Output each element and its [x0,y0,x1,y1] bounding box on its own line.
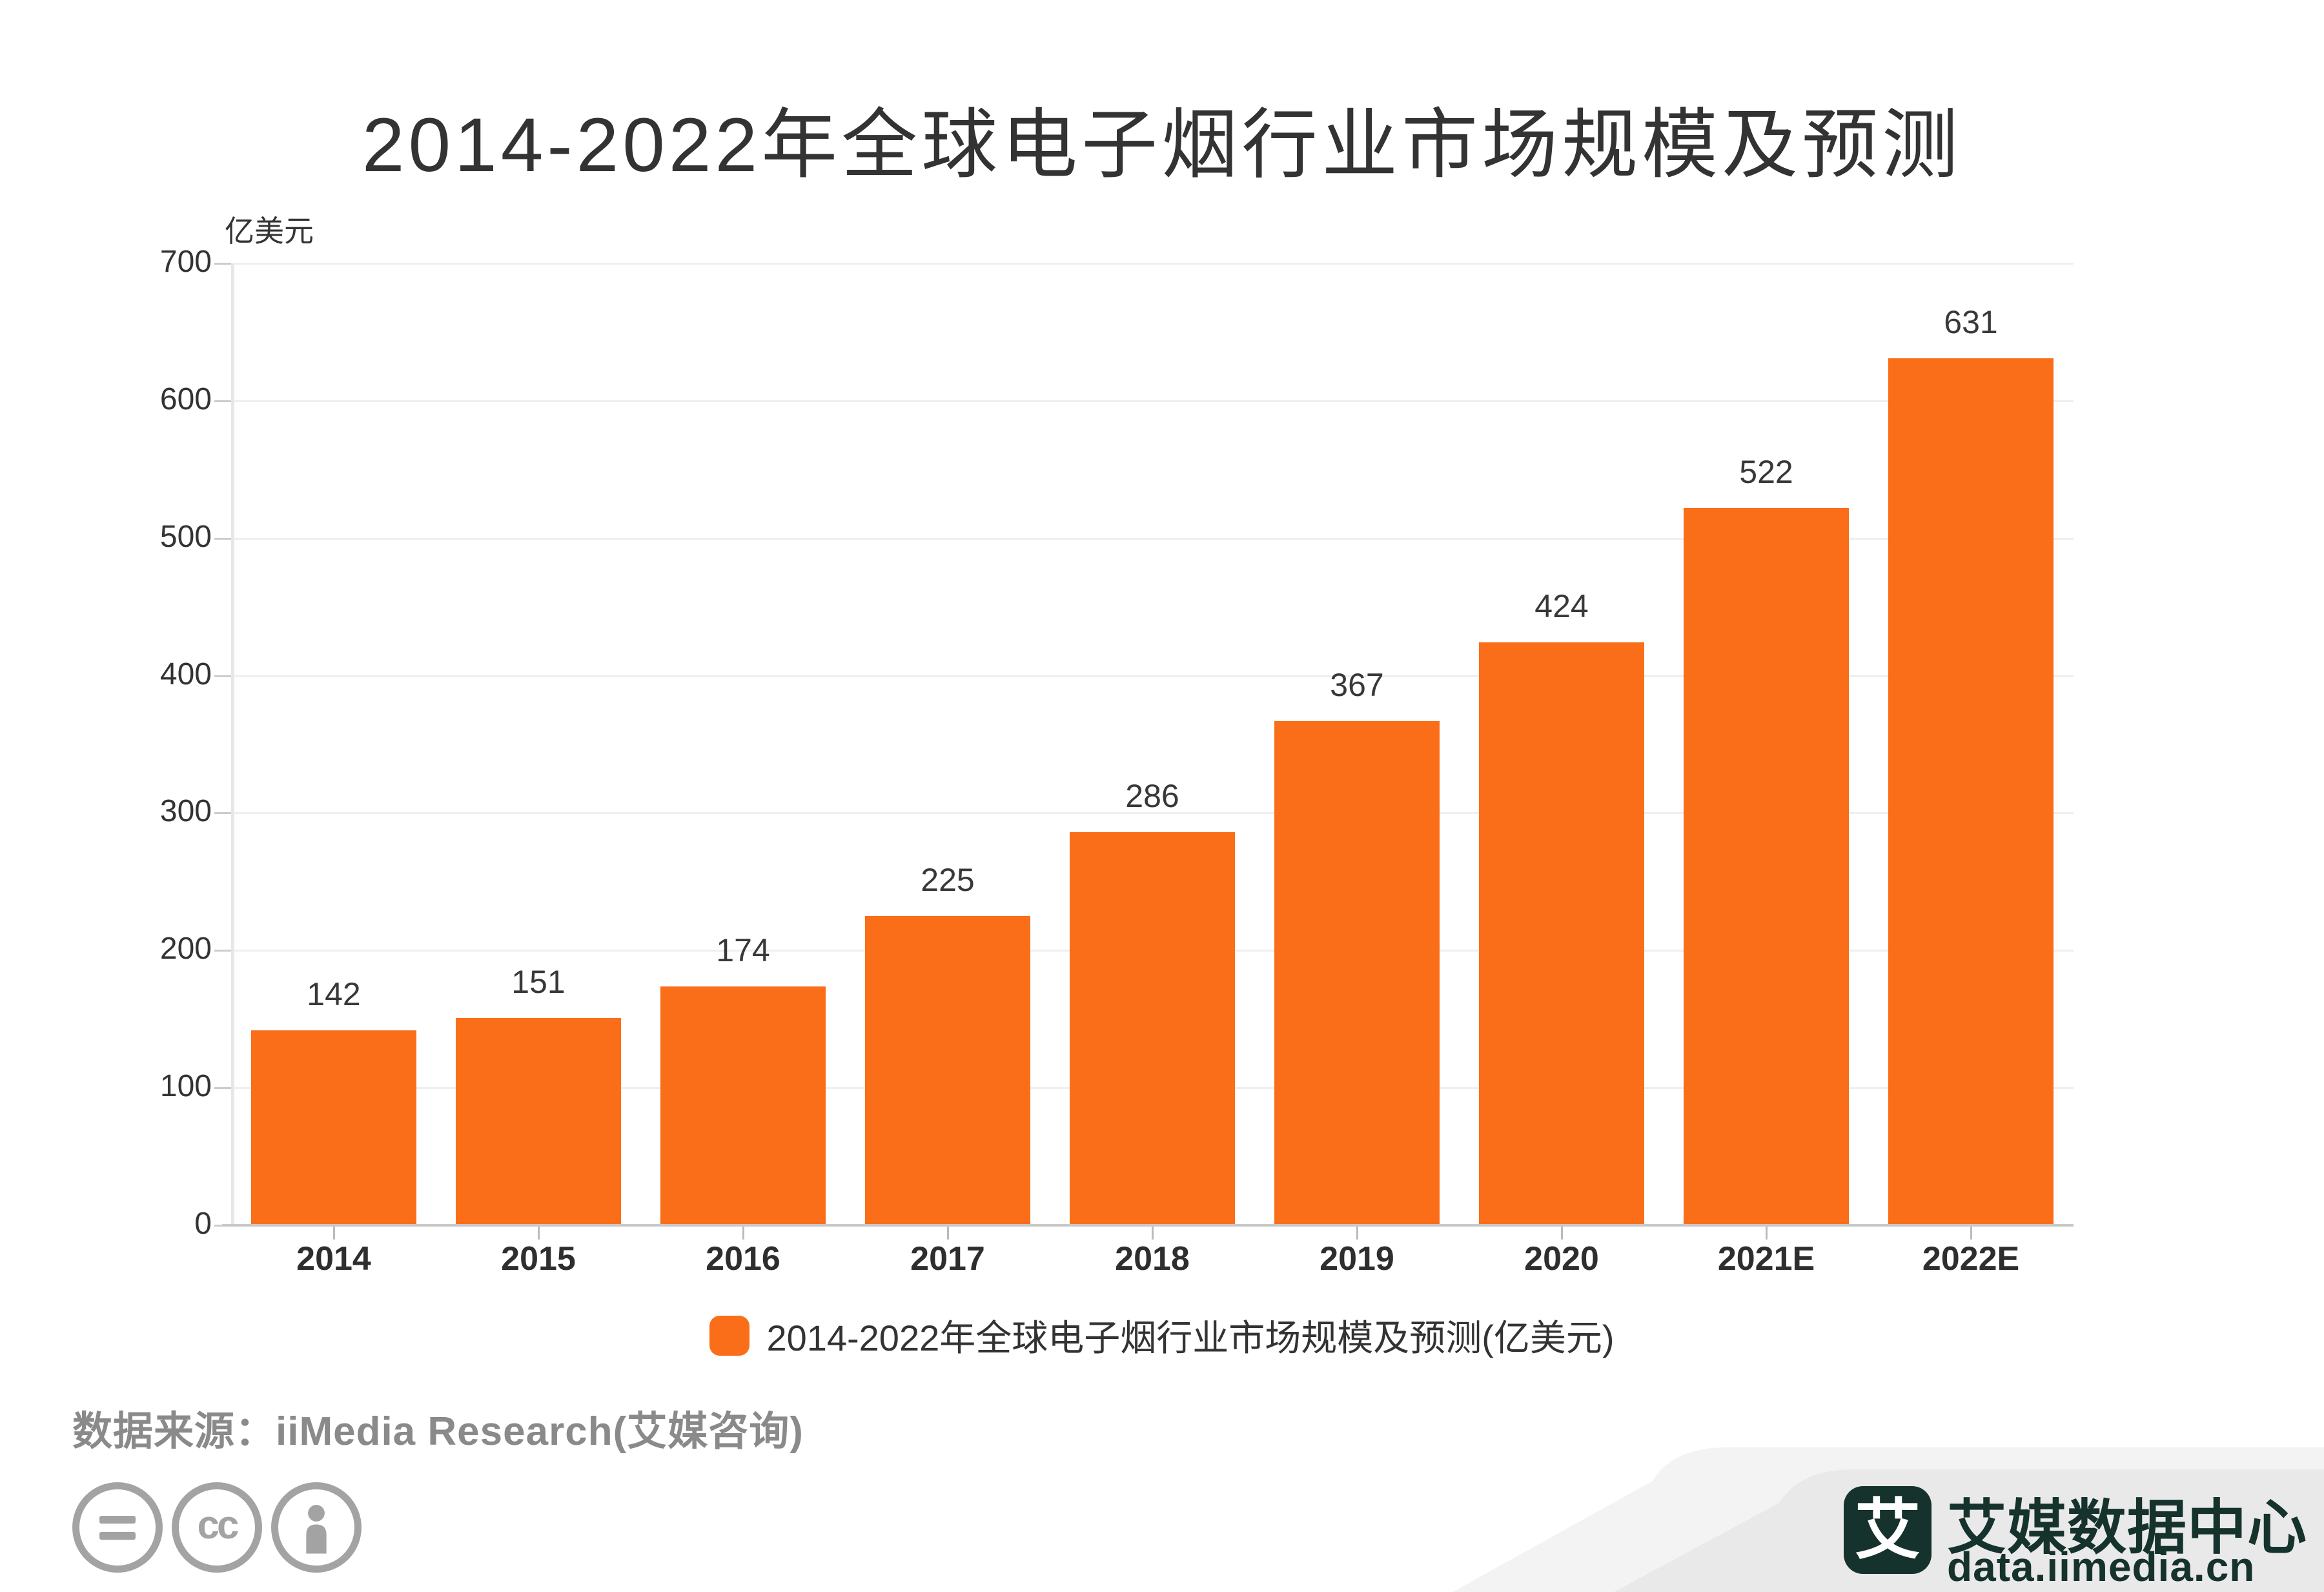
y-axis-tick [214,263,231,265]
bar-value-label: 367 [1330,667,1384,703]
bar-value-label: 225 [921,862,975,898]
x-axis-tick [742,1227,744,1240]
panel-main-band [1614,1469,2324,1592]
y-axis-label: 100 [159,1069,212,1104]
x-axis-tick [947,1227,949,1240]
legend-marker-icon [709,1315,750,1356]
y-axis-label: 700 [159,245,212,279]
source-text: 数据来源：iiMedia Research(艾媒咨询) [72,1409,804,1454]
y-axis-unit-label: 亿美元 [225,214,314,248]
bar [1070,832,1235,1225]
bar-value-label: 522 [1739,454,1793,490]
person-icon[interactable] [271,1482,362,1573]
y-axis-label: 400 [159,657,212,691]
y-axis-label: 200 [159,932,212,966]
gridline [231,263,2074,265]
x-axis-label: 2016 [706,1240,780,1278]
bar-value-label: 424 [1534,588,1589,624]
gridline [231,537,2074,540]
bar [251,1030,416,1225]
y-axis-tick [214,812,231,815]
x-axis-tick [1970,1227,1972,1240]
y-axis-tick [214,1087,231,1090]
x-axis-line [222,1224,2074,1227]
gridline [231,675,2074,677]
brand-logo-box: 艾 [1844,1486,1932,1574]
x-axis-tick [333,1227,335,1240]
bar [1684,508,1849,1225]
cc-license-icons: cc [72,1482,362,1573]
cc-icon[interactable]: cc [172,1482,262,1573]
bar [865,916,1030,1225]
gridline [231,400,2074,402]
x-axis-tick [1152,1227,1154,1240]
y-axis-tick [214,537,231,540]
equals-icon[interactable] [72,1482,163,1573]
brand-url: data.iimedia.cn [1947,1544,2256,1590]
x-axis-tick [538,1227,540,1240]
bar [660,986,826,1225]
x-axis-tick [1766,1227,1768,1240]
x-axis-label: 2018 [1115,1240,1190,1278]
bar-value-label: 631 [1944,304,1998,340]
bar [456,1018,621,1225]
y-axis-tick [214,675,231,677]
x-axis-tick [1356,1227,1358,1240]
x-axis-tick [1561,1227,1563,1240]
y-axis-line [231,263,234,1225]
brand-logo-glyph: 艾 [1855,1493,1921,1567]
legend[interactable]: 2014-2022年全球电子烟行业市场规模及预测(亿美元) [0,1309,2324,1362]
bar-value-label: 151 [511,964,566,1000]
y-axis-label: 600 [159,382,212,416]
x-axis-label: 2017 [910,1240,985,1278]
bar [1479,642,1644,1225]
y-axis-label: 0 [194,1207,212,1241]
y-axis-label: 300 [159,794,212,829]
x-axis-label: 2019 [1320,1240,1394,1278]
bar-value-label: 286 [1125,778,1179,814]
x-axis-label: 2014 [296,1240,371,1278]
x-axis-label: 2021E [1717,1240,1815,1278]
gridline [231,812,2074,815]
y-axis-tick [214,950,231,952]
y-axis-label: 500 [159,519,212,554]
bar [1888,358,2054,1225]
legend-label: 2014-2022年全球电子烟行业市场规模及预测(亿美元) [766,1318,1615,1358]
brand-name: 艾媒数据中心 [1947,1495,2308,1561]
bar-value-label: 142 [307,976,361,1012]
bar [1274,721,1440,1225]
bar-value-label: 174 [716,932,770,968]
x-axis-label: 2022E [1922,1240,2020,1278]
x-axis-label: 2015 [501,1240,576,1278]
chart-title: 2014-2022年全球电子烟行业市场规模及预测 [362,103,1962,188]
y-axis-tick [214,400,231,402]
x-axis-label: 2020 [1524,1240,1599,1278]
